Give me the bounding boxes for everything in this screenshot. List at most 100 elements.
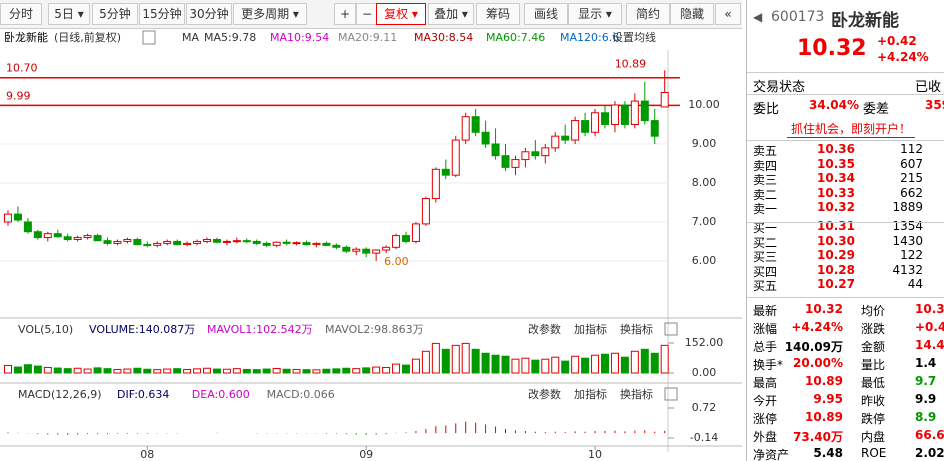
book-volume: 4132: [892, 262, 923, 277]
volume-bar: [521, 357, 530, 374]
candle-body: [93, 235, 102, 242]
stock-name: 卧龙新能: [831, 11, 899, 31]
book-price: 10.28: [817, 262, 855, 277]
indicator-value: VOLUME:140.087万: [89, 323, 195, 336]
stat-value: 10.89: [805, 410, 843, 424]
volume-bar: [581, 357, 590, 374]
stat-label: 金额: [861, 340, 886, 354]
book-level: 买三: [753, 250, 778, 265]
toolbar-button[interactable]: 复权 ▾: [376, 3, 426, 25]
stat-value: 14.46: [915, 338, 944, 352]
volume-bar: [193, 368, 202, 374]
period: (日线,前复权): [54, 30, 121, 44]
toolbar-button[interactable]: 简约: [626, 3, 670, 25]
ma-value: MA20:9.11: [338, 31, 397, 44]
toolbar-button[interactable]: 叠加 ▾: [428, 3, 474, 25]
candle-body: [322, 242, 331, 246]
open-account-banner[interactable]: 抓住机会，即刻开户！: [787, 120, 916, 138]
stat-value: 10.32: [805, 302, 843, 316]
volume-bar: [610, 352, 619, 374]
candle-body: [551, 135, 560, 149]
book-volume: 607: [900, 156, 923, 171]
price-line-label: 10.70: [6, 62, 38, 75]
ratio-label: 委比: [753, 102, 780, 117]
volume-bar: [4, 365, 12, 374]
candle-body: [521, 151, 530, 161]
toolbar-button[interactable]: +: [334, 3, 356, 25]
toolbar-button[interactable]: −: [356, 3, 378, 25]
change-pct: +4.24%: [877, 50, 929, 64]
back-arrow: ◀: [753, 10, 763, 24]
candle-body: [13, 213, 22, 221]
y-tick-label: 0.00: [692, 366, 717, 379]
volume-bar: [332, 368, 341, 374]
ma-value: MA60:7.46: [486, 31, 545, 44]
price-line-label: 9.99: [6, 89, 31, 102]
candle-body: [451, 139, 460, 176]
stat-label: 量比: [861, 358, 886, 372]
volume-bar: [163, 368, 172, 374]
candle-body: [232, 240, 241, 243]
candle-body: [382, 246, 391, 251]
volume-bar: [431, 342, 440, 374]
book-price: 10.36: [817, 142, 855, 156]
candle-body: [183, 242, 192, 246]
status-label: 交易状态: [753, 80, 806, 95]
stat-label: 最新: [753, 304, 778, 318]
toolbar-button[interactable]: 5分钟: [92, 3, 138, 25]
stat-label: 均价: [861, 304, 886, 318]
volume-bar: [33, 365, 42, 374]
candle-body: [63, 236, 72, 240]
toolbar-button[interactable]: 隐藏: [670, 3, 714, 25]
candle-body: [481, 131, 490, 145]
volume-bar: [262, 368, 271, 374]
indicator-value: MAVOL2:98.863万: [325, 323, 424, 336]
candle-body: [113, 240, 122, 244]
toolbar-button[interactable]: 5日 ▾: [48, 3, 90, 25]
volume-bar: [272, 367, 281, 374]
toolbar-button[interactable]: 15分钟: [139, 3, 185, 25]
volume-bar: [23, 364, 32, 374]
book-level: 卖五: [753, 144, 778, 158]
book-price: 10.30: [817, 233, 855, 248]
candle-body: [53, 233, 62, 238]
stat-label: 总手: [753, 340, 778, 354]
book-level: 买一: [753, 221, 778, 235]
stat-value: +4.24%: [791, 320, 843, 334]
candle-body: [352, 248, 361, 252]
volume-bar: [402, 364, 410, 374]
candle-body: [531, 151, 540, 157]
candle-body: [591, 112, 600, 133]
y-tick-label: 8.00: [692, 176, 717, 189]
candle-body: [630, 100, 639, 125]
toolbar-button[interactable]: 分时: [0, 3, 42, 25]
ma-value: MA120:6.6: [560, 31, 619, 44]
volume-bar: [620, 356, 629, 374]
candle-body: [292, 242, 301, 245]
volume-bar: [461, 342, 470, 374]
toolbar-button[interactable]: 画线: [524, 3, 568, 25]
ma-settings: 设置均线: [612, 30, 656, 44]
toolbar-button[interactable]: 筹码: [476, 3, 520, 25]
stat-value: 8.9: [915, 410, 937, 424]
candle-body: [252, 240, 261, 244]
candle-body: [332, 244, 341, 248]
candle-body: [173, 240, 182, 246]
stat-label: ROE: [861, 446, 887, 460]
stat-value: +0.4: [915, 320, 944, 334]
book-level: 买五: [753, 279, 778, 294]
candle-body: [143, 244, 152, 247]
book-price: 10.33: [817, 185, 855, 200]
y-tick-label: 0.72: [692, 401, 717, 414]
toolbar-button[interactable]: 30分钟: [186, 3, 232, 25]
toolbar-button[interactable]: 更多周期 ▾: [233, 3, 307, 25]
indicator-value: DIF:0.634: [117, 388, 169, 401]
volume-bar: [601, 353, 609, 374]
volume-bar: [511, 358, 520, 374]
toolbar-button[interactable]: «: [715, 3, 741, 25]
candle-body: [203, 238, 211, 242]
candle-body: [660, 92, 669, 108]
toolbar-button[interactable]: 显示 ▾: [568, 3, 622, 25]
candle-body: [650, 120, 659, 137]
volume-bar: [143, 368, 152, 374]
